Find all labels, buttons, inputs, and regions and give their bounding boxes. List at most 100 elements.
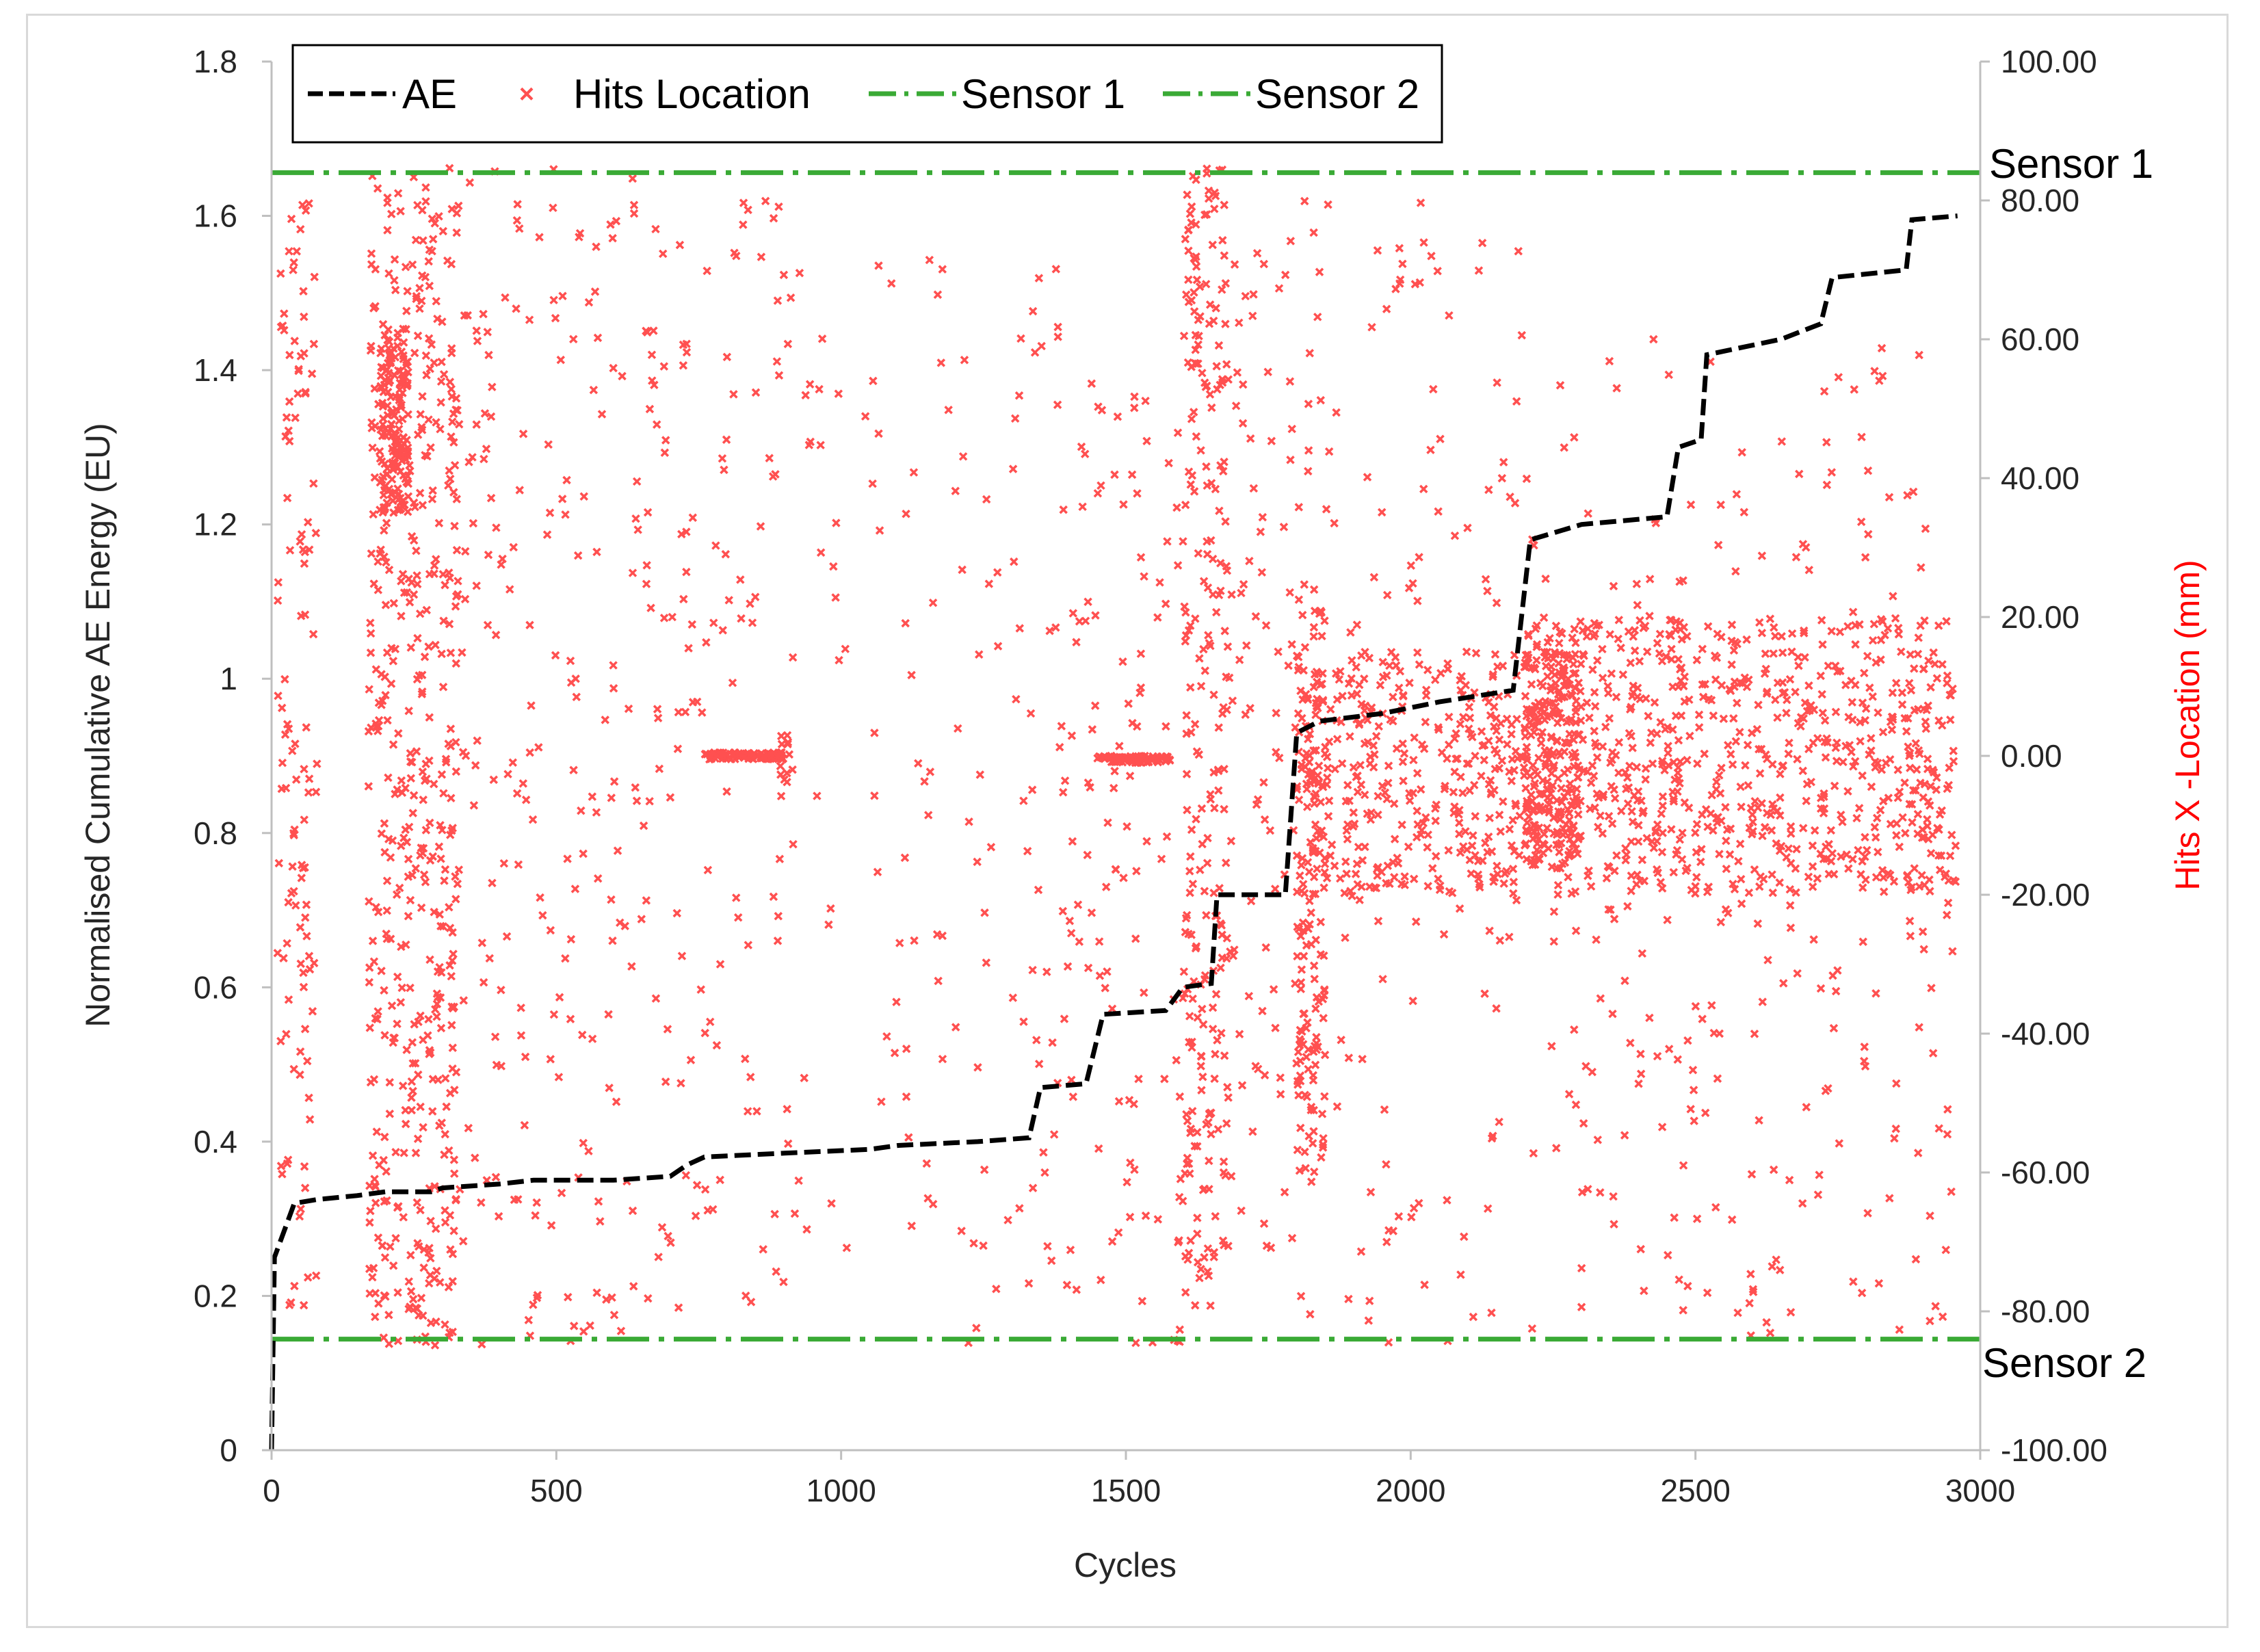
hit-marker bbox=[1292, 887, 1302, 897]
hit-marker bbox=[1332, 695, 1342, 704]
hit-marker bbox=[1423, 830, 1432, 839]
hit-marker bbox=[1213, 765, 1223, 774]
hit-marker bbox=[1112, 753, 1120, 762]
hit-marker bbox=[451, 872, 460, 881]
hit-marker bbox=[1043, 1242, 1052, 1251]
hit-marker bbox=[498, 554, 507, 564]
hit-marker bbox=[566, 656, 575, 666]
hit-marker bbox=[1773, 713, 1782, 722]
hit-marker bbox=[1455, 829, 1464, 839]
hit-marker bbox=[1487, 1308, 1496, 1317]
hit-marker bbox=[1226, 1172, 1236, 1181]
hit-marker bbox=[1319, 1133, 1328, 1143]
hit-marker bbox=[1906, 763, 1915, 772]
hit-marker bbox=[772, 1267, 780, 1276]
hit-marker bbox=[365, 1218, 374, 1227]
hit-marker bbox=[1949, 757, 1958, 766]
hit-marker bbox=[1529, 856, 1539, 865]
hit-marker bbox=[1311, 746, 1320, 755]
hit-marker bbox=[1784, 749, 1793, 759]
hit-marker bbox=[1203, 549, 1212, 559]
hit-marker bbox=[1083, 778, 1093, 787]
hit-marker bbox=[483, 328, 492, 337]
hit-marker bbox=[1906, 885, 1915, 895]
hit-marker bbox=[1691, 828, 1700, 837]
hit-marker bbox=[448, 1249, 458, 1259]
hit-marker bbox=[806, 437, 815, 447]
hit-marker bbox=[1203, 833, 1212, 843]
hit-marker bbox=[1557, 784, 1566, 793]
hit-marker bbox=[1345, 796, 1354, 805]
hit-marker bbox=[1312, 677, 1322, 687]
hit-marker bbox=[450, 521, 459, 531]
hit-marker bbox=[430, 219, 439, 228]
hit-marker bbox=[1817, 690, 1826, 699]
hit-marker bbox=[1688, 1065, 1698, 1075]
hit-marker bbox=[1544, 805, 1553, 814]
hit-marker bbox=[545, 508, 555, 517]
hit-marker bbox=[1787, 829, 1796, 838]
hit-marker bbox=[1034, 885, 1043, 895]
hit-marker bbox=[437, 968, 446, 977]
hit-marker bbox=[902, 1044, 911, 1053]
hit-marker bbox=[1887, 725, 1897, 734]
hit-marker bbox=[1216, 461, 1225, 470]
hit-marker bbox=[643, 508, 653, 517]
hit-marker bbox=[1214, 341, 1224, 350]
hit-marker bbox=[1908, 818, 1917, 827]
hit-marker bbox=[1293, 1047, 1303, 1057]
hit-marker bbox=[1274, 284, 1284, 293]
hit-marker bbox=[1778, 689, 1787, 698]
hit-marker bbox=[1456, 685, 1465, 695]
hit-marker bbox=[1592, 935, 1601, 944]
hit-marker bbox=[1332, 1102, 1342, 1111]
hit-marker bbox=[1060, 1014, 1069, 1023]
hit-marker bbox=[608, 234, 617, 243]
hit-marker bbox=[1093, 488, 1103, 498]
hit-marker bbox=[1605, 356, 1614, 366]
hit-marker bbox=[1492, 599, 1501, 607]
hit-marker bbox=[1858, 856, 1867, 866]
hit-marker bbox=[521, 796, 531, 804]
hit-marker bbox=[1527, 1324, 1537, 1333]
hit-marker bbox=[1632, 880, 1641, 889]
hit-marker bbox=[1311, 789, 1320, 798]
hit-marker bbox=[1592, 742, 1601, 751]
hit-marker bbox=[1605, 713, 1614, 723]
hit-marker bbox=[1057, 722, 1066, 731]
y2-tick-label: 40.00 bbox=[2001, 460, 2079, 496]
hit-marker bbox=[404, 854, 413, 864]
hit-marker bbox=[449, 1002, 458, 1012]
hit-marker bbox=[1190, 1142, 1199, 1151]
hit-marker bbox=[775, 854, 785, 863]
hit-marker bbox=[1525, 827, 1534, 837]
hit-marker bbox=[874, 261, 883, 270]
hit-marker bbox=[1863, 845, 1871, 855]
hit-marker bbox=[1900, 713, 1909, 723]
hit-marker bbox=[1842, 850, 1851, 859]
hit-marker bbox=[1700, 749, 1709, 759]
hit-marker bbox=[1630, 646, 1640, 655]
hit-marker bbox=[1423, 666, 1432, 674]
hit-marker bbox=[1679, 681, 1688, 691]
hit-marker bbox=[1445, 712, 1454, 722]
hit-marker bbox=[907, 1221, 916, 1231]
hit-marker bbox=[783, 778, 791, 787]
hit-marker bbox=[1162, 832, 1172, 841]
hit-marker bbox=[1670, 775, 1679, 785]
hit-marker bbox=[291, 775, 301, 784]
hit-marker bbox=[1533, 770, 1542, 779]
hit-marker bbox=[1310, 1167, 1319, 1177]
hit-marker bbox=[402, 447, 412, 457]
hit-marker bbox=[280, 730, 290, 739]
hit-marker bbox=[421, 351, 431, 360]
hit-marker bbox=[434, 519, 444, 527]
hit-marker bbox=[1490, 745, 1499, 755]
hit-marker bbox=[1462, 647, 1471, 657]
hit-marker bbox=[1791, 553, 1801, 562]
hit-marker bbox=[1484, 832, 1493, 841]
hit-marker bbox=[280, 309, 289, 318]
hit-marker bbox=[653, 705, 662, 713]
hit-marker bbox=[1384, 761, 1393, 770]
hit-marker bbox=[528, 815, 538, 824]
